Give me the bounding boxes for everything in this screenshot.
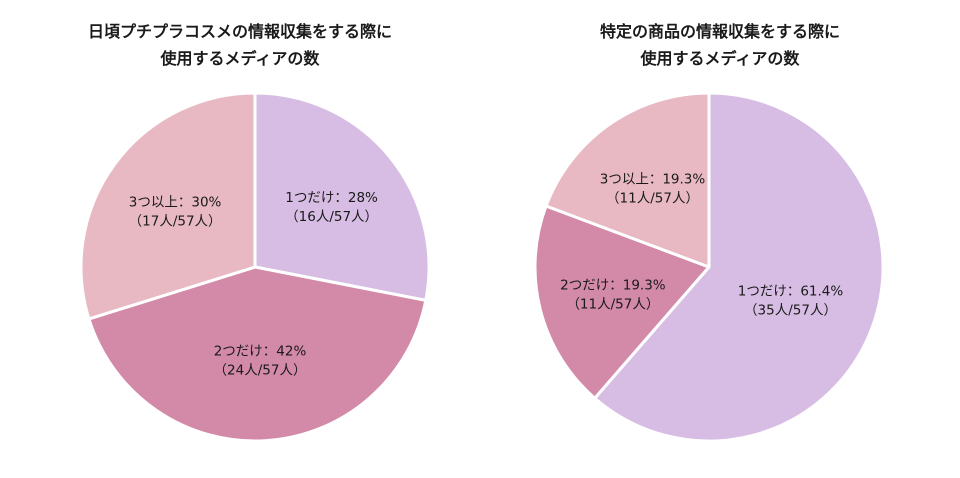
chart-title-line-1: 特定の商品の情報収集をする際に bbox=[599, 22, 840, 41]
slice-count-three-or-more: （11人/57人） bbox=[606, 191, 699, 207]
chart-title-line-2: 使用するメディアの数 bbox=[640, 49, 800, 68]
pie-slice-one-only bbox=[253, 91, 431, 302]
chart-title-line-2: 使用するメディアの数 bbox=[160, 49, 320, 68]
pie-slice-two-only bbox=[87, 265, 428, 443]
slice-count-three-or-more: （17人/57人） bbox=[129, 213, 222, 229]
pie-slice-one-only bbox=[593, 91, 885, 443]
chart-title-line-1: 日頃プチプラコスメの情報収集をする際に bbox=[87, 22, 392, 41]
slice-label-one-only: 1つだけ：61.4% bbox=[738, 284, 844, 300]
slice-count-two-only: （24人/57人） bbox=[214, 362, 307, 378]
slice-label-one-only: 1つだけ：28% bbox=[285, 190, 378, 206]
pie-chart-right: 1つだけ：61.4% （35人/57人） 2つだけ：19.3% （11人/57人） 3つ… bbox=[533, 91, 885, 443]
slice-label-two-only: 2つだけ：19.3% bbox=[560, 277, 666, 293]
pie-slice-three-or-more bbox=[79, 91, 257, 321]
pie-chart-left: 1つだけ：28% （16人/57人） 2つだけ：42% （24人/57人） 3つ以上：3… bbox=[79, 91, 431, 443]
pie-slice-two-only bbox=[533, 204, 711, 400]
slice-label-three-or-more: 3つ以上：30% bbox=[129, 194, 222, 210]
slice-count-one-only: （35人/57人） bbox=[744, 303, 837, 319]
chart-title: 日頃プチプラコスメの情報収集をする際に 使用するメディアの数 bbox=[0, 18, 480, 72]
slice-label-two-only: 2つだけ：42% bbox=[214, 343, 307, 359]
chart-right: 特定の商品の情報収集をする際に 使用するメディアの数 1つだけ：61.4% （35… bbox=[480, 0, 960, 478]
pie-slice-three-or-more bbox=[544, 91, 711, 269]
chart-left: 日頃プチプラコスメの情報収集をする際に 使用するメディアの数 1つだけ：28% （… bbox=[0, 18, 480, 443]
slice-count-two-only: （11人/57人） bbox=[566, 296, 659, 312]
slice-count-one-only: （16人/57人） bbox=[285, 209, 378, 225]
chart-title: 特定の商品の情報収集をする際に 使用するメディアの数 bbox=[480, 18, 960, 72]
slice-label-three-or-more: 3つ以上：19.3% bbox=[600, 172, 706, 188]
